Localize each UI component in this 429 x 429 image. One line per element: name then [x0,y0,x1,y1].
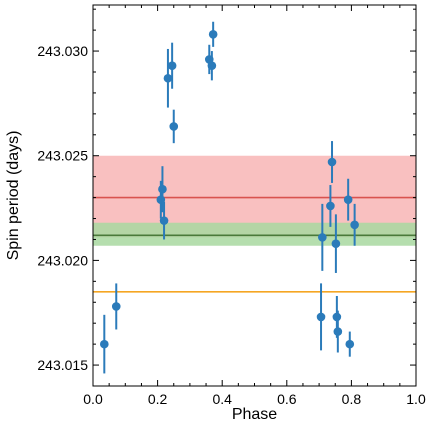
y-axis-label: Spin period (days) [5,131,22,261]
x-tick-label-1: 0.2 [148,391,168,407]
marker-1 [111,302,121,311]
marker-7 [169,122,179,131]
marker-5 [163,73,173,83]
band-1 [93,222,416,246]
marker-13 [326,201,335,211]
data-point-3 [158,166,167,213]
marker-20 [350,220,359,230]
data-point-17 [333,310,343,353]
marker-3 [158,184,167,194]
marker-11 [316,312,326,322]
marker-9 [207,61,217,71]
marker-6 [167,61,177,71]
x-tick-label-0: 0.0 [83,391,103,407]
y-tick-label-0: 243.015 [37,357,88,373]
marker-18 [343,195,353,204]
marker-17 [333,327,343,336]
marker-14 [327,157,337,167]
data-point-6 [167,42,177,89]
x-tick-label-3: 0.6 [277,391,297,407]
x-tick-label-4: 0.8 [342,391,362,407]
data-point-11 [316,283,326,351]
shaded-bands [93,155,416,246]
y-tick-label-2: 243.025 [37,148,88,164]
x-tick-label-5: 1.0 [406,391,426,407]
horizontal-lines [93,196,416,293]
data-point-15 [331,214,341,273]
data-point-12 [318,203,327,271]
data-point-14 [327,141,337,183]
data-points [100,21,359,374]
data-point-7 [169,109,179,144]
marker-15 [331,239,341,248]
data-point-5 [163,48,173,108]
data-point-19 [345,331,355,357]
data-point-4 [159,201,169,240]
marker-10 [208,30,218,39]
data-point-18 [343,178,353,221]
data-point-9 [207,51,217,81]
data-point-0 [100,314,109,374]
marker-19 [345,339,355,349]
y-tick-label-1: 243.020 [37,252,88,268]
marker-4 [159,216,169,225]
data-point-1 [111,283,121,330]
data-point-10 [208,21,218,47]
data-point-20 [350,203,359,246]
plot-frame [92,4,417,387]
marker-12 [318,233,327,242]
marker-0 [100,339,109,349]
data-point-13 [326,185,335,227]
y-tick-label-3: 243.030 [37,43,88,59]
x-axis-label: Phase [232,406,277,423]
x-tick-label-2: 0.4 [212,391,232,407]
